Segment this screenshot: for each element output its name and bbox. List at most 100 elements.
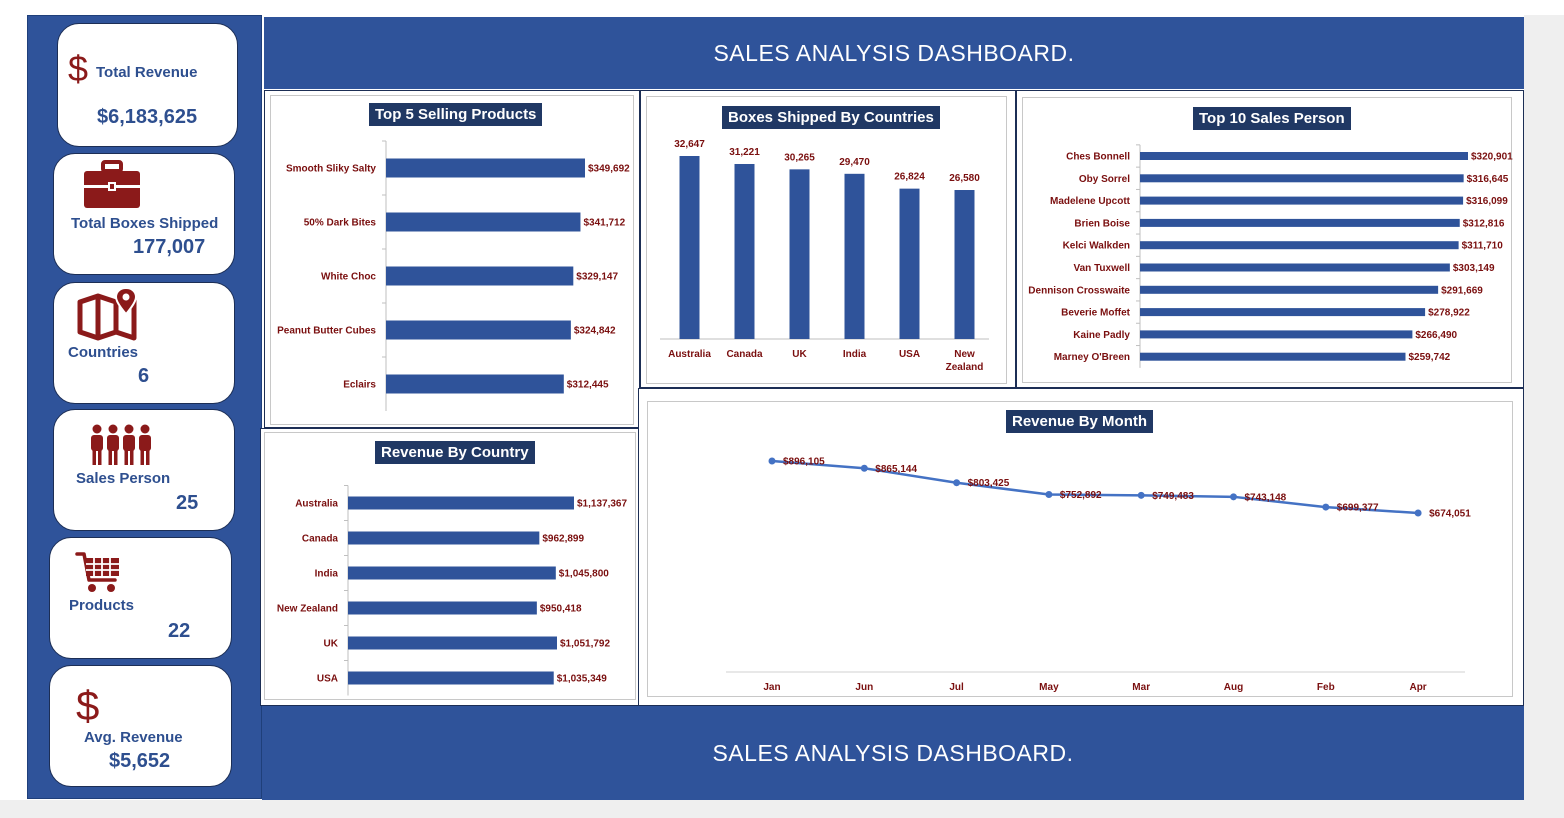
dollar-icon: $: [68, 48, 89, 89]
tick-label: UK: [324, 639, 339, 650]
bar: [386, 212, 581, 232]
bar: [348, 531, 540, 545]
bar: [1140, 308, 1426, 317]
products-value: 22: [168, 620, 191, 642]
data-label: $349,692: [588, 164, 630, 175]
tick-label: Oby Sorrel: [1079, 174, 1130, 185]
data-label: $291,669: [1441, 285, 1483, 296]
tick-label: Dennison Crosswaite: [1028, 285, 1130, 296]
tick-label: 50% Dark Bites: [304, 218, 377, 229]
tick-label: USA: [317, 674, 338, 685]
total-boxes-label: Total Boxes Shipped: [71, 215, 219, 232]
data-label: $1,137,367: [577, 499, 627, 510]
bar: [1140, 352, 1406, 361]
bar: [1140, 218, 1460, 227]
boxes-by-country-chart: 32,647 Australia 31,221 Canada 30,265 UK 29,47…: [660, 139, 989, 373]
data-label: $674,051: [1429, 509, 1471, 520]
bar: [386, 374, 564, 394]
tick-label: India: [843, 349, 867, 360]
bar: [1140, 152, 1468, 160]
avg-revenue-card: $ Avg. Revenue $5,652: [49, 665, 232, 787]
data-label: $962,899: [542, 534, 584, 545]
data-label: $259,742: [1408, 352, 1450, 363]
tick-label: Marney O'Breen: [1054, 352, 1130, 363]
avg-revenue-label: Avg. Revenue: [84, 729, 183, 746]
tick-label: Van Tuxwell: [1074, 263, 1131, 274]
total-boxes-card: Total Boxes Shipped 177,007: [53, 153, 235, 275]
data-label: $324,842: [574, 326, 616, 337]
data-label: $278,922: [1428, 308, 1470, 319]
footer-banner: SALES ANALYSIS DASHBOARD.: [262, 706, 1524, 800]
data-point: [1137, 491, 1145, 499]
data-label: $1,045,800: [559, 569, 609, 580]
bar: [348, 496, 574, 510]
sales-person-card: Sales Person 25: [53, 409, 235, 531]
map-pin-icon: [77, 286, 138, 341]
bar: [1140, 263, 1450, 272]
top-products-chart: Smooth Sliky Salty $349,692 50% Dark Bites…: [277, 140, 630, 411]
briefcase-icon: [84, 160, 140, 208]
bottom-margin-strip: [0, 800, 1564, 818]
data-label: $329,147: [576, 272, 618, 283]
data-label: $803,425: [968, 478, 1010, 489]
tick-label: Jan: [763, 682, 780, 693]
top-sales-person-panel: Top 10 Sales Person Ches Bonnell $320,901…: [1016, 90, 1524, 388]
products-card: Products 22: [49, 537, 232, 659]
tick-label: May: [1039, 682, 1059, 693]
series-line: [771, 459, 1419, 515]
revenue-by-country-chart: Australia $1,137,367 Canada $962,899 India $1…: [277, 485, 627, 696]
data-label: 29,470: [839, 157, 870, 168]
data-label: $950,418: [540, 604, 582, 615]
dollar-icon: $: [76, 682, 100, 729]
top-sales-person-title: Top 10 Sales Person: [1193, 107, 1351, 130]
countries-value: 6: [138, 365, 150, 387]
data-point: [860, 464, 868, 472]
data-label: 30,265: [784, 152, 815, 163]
total-revenue-value: $6,183,625: [97, 106, 198, 128]
header-banner: SALES ANALYSIS DASHBOARD.: [264, 17, 1524, 89]
data-label: 26,580: [949, 173, 980, 184]
bar: [348, 636, 557, 650]
bar: [348, 601, 537, 615]
boxes-by-country-panel: Boxes Shipped By Countries 32,647 Austral…: [640, 90, 1016, 388]
data-label: $311,710: [1462, 241, 1504, 252]
data-point: [953, 479, 961, 487]
tick-label: Canada: [726, 349, 763, 360]
bar: [1140, 285, 1439, 294]
revenue-by-month-panel: Revenue By Month $896,105 Jan $865,144 Jun $…: [638, 388, 1524, 706]
data-label: $896,105: [783, 457, 825, 468]
data-label: $341,712: [583, 218, 625, 229]
data-point: [1045, 491, 1053, 499]
tick-label: White Choc: [321, 272, 376, 283]
boxes-by-country-title: Boxes Shipped By Countries: [722, 106, 940, 129]
data-label: $1,051,792: [560, 639, 610, 650]
data-label: $312,816: [1463, 218, 1505, 229]
top-products-panel: Top 5 Selling Products Smooth Sliky Salt…: [264, 90, 640, 428]
tick-label: UK: [792, 349, 807, 360]
data-label: $320,901: [1471, 152, 1513, 163]
total-revenue-card: $ Total Revenue $6,183,625: [57, 23, 238, 147]
tick-label: Madelene Upcott: [1050, 196, 1131, 207]
bar: [386, 158, 585, 178]
data-label: $699,377: [1337, 503, 1379, 514]
revenue-by-country-panel: Revenue By Country Australia $1,137,367 Ca…: [260, 428, 640, 706]
sales-person-value: 25: [176, 492, 199, 514]
tick-label: Aug: [1224, 682, 1243, 693]
tick-label: Canada: [302, 534, 339, 545]
tick-label: Jun: [855, 682, 873, 693]
tick-label: Apr: [1409, 682, 1426, 693]
bar: [1140, 330, 1413, 339]
tick-label: Feb: [1317, 682, 1335, 693]
countries-label: Countries: [68, 344, 139, 361]
data-label: $749,483: [1152, 491, 1194, 502]
tick-label: India: [315, 569, 339, 580]
bar: [1140, 174, 1464, 183]
data-label: $312,445: [567, 380, 609, 391]
tick-label: New Zealand: [946, 349, 984, 373]
top-sales-person-chart: Ches Bonnell $320,901 Oby Sorrel $316,645 Ma…: [1028, 144, 1513, 368]
revenue-by-country-title: Revenue By Country: [375, 441, 535, 464]
right-margin-strip: [1524, 15, 1564, 800]
tick-label: Brien Boise: [1074, 218, 1130, 229]
tick-label: Beverie Moffet: [1061, 308, 1131, 319]
